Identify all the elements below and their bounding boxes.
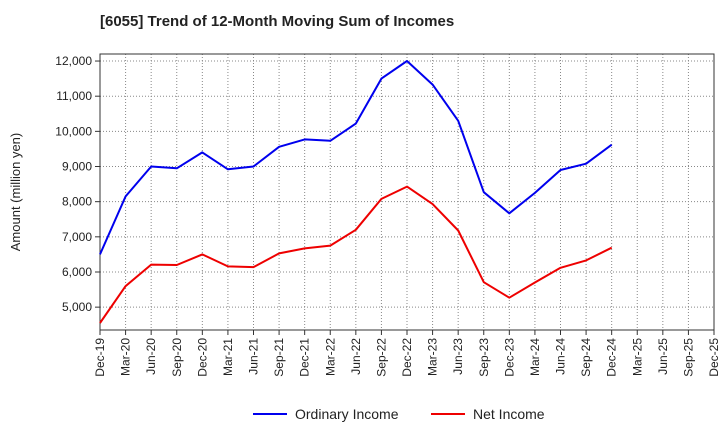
x-tick-label: Dec-24 [605, 338, 619, 377]
x-tick-label: Dec-19 [93, 338, 107, 377]
x-tick-label: Mar-24 [528, 338, 542, 376]
x-tick-label: Jun-21 [247, 338, 261, 375]
y-tick-label: 8,000 [62, 195, 92, 209]
y-tick-label: 10,000 [55, 124, 92, 138]
x-axis: Dec-19 Mar-20 Jun-20 Sep-20 Dec-20 Mar-21 Jun-… [93, 330, 720, 377]
x-tick-label: Mar-22 [323, 338, 337, 376]
series-lines [99, 60, 613, 324]
x-tick-label: Dec-25 [707, 338, 720, 377]
x-tick-label: Dec-21 [298, 338, 312, 377]
y-tick-label: 11,000 [56, 89, 92, 103]
y-axis-title: Amount (million yen) [8, 133, 23, 252]
x-tick-label: Dec-20 [195, 338, 209, 377]
y-tick-label: 7,000 [62, 230, 92, 244]
x-tick-label: Sep-25 [681, 338, 695, 377]
x-tick-label: Dec-23 [502, 338, 516, 377]
x-tick-label: Jun-24 [554, 338, 568, 375]
legend-label: Ordinary Income [295, 406, 399, 422]
x-tick-label: Jun-22 [349, 338, 363, 375]
x-tick-label: Mar-25 [630, 338, 644, 376]
x-tick-label: Dec-22 [400, 338, 414, 377]
x-tick-label: Sep-24 [579, 338, 593, 377]
legend-label: Net Income [473, 406, 545, 422]
y-tick-label: 6,000 [62, 265, 92, 279]
x-tick-label: Mar-20 [119, 338, 133, 376]
x-tick-label: Sep-23 [477, 338, 491, 377]
grid [99, 54, 715, 330]
series-line-net-income [99, 185, 613, 324]
y-tick-label: 5,000 [62, 300, 92, 314]
x-tick-label: Jun-25 [656, 338, 670, 375]
x-tick-label: Sep-21 [272, 338, 286, 377]
series-line-ordinary-income [99, 60, 613, 255]
x-tick-label: Jun-23 [451, 338, 465, 375]
x-tick-label: Mar-21 [221, 338, 235, 376]
y-tick-label: 9,000 [62, 160, 92, 174]
x-tick-label: Sep-20 [170, 338, 184, 377]
x-tick-label: Mar-23 [426, 338, 440, 376]
y-axis: 5,000 6,000 7,000 8,000 9,000 10,000 11,000 12,… [55, 54, 100, 314]
x-tick-label: Sep-22 [374, 338, 388, 377]
legend: Ordinary Income Net Income [253, 406, 545, 422]
x-tick-label: Jun-20 [144, 338, 158, 375]
chart-title: [6055] Trend of 12-Month Moving Sum of I… [100, 13, 455, 30]
y-tick-label: 12,000 [55, 54, 92, 68]
